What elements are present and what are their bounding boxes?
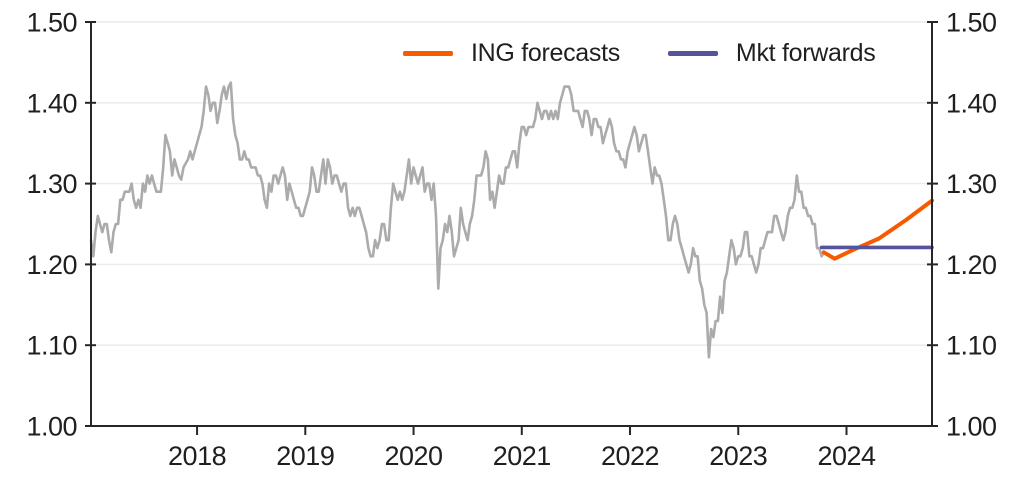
legend: ING forecasts Mkt forwards [403,38,876,68]
y-axis-label-left: 1.50 [26,7,77,37]
legend-item-mkt-forwards: Mkt forwards [667,38,876,68]
x-axis-label: 2020 [385,441,443,471]
y-axis-label-right: 1.40 [946,88,997,118]
history-line [89,81,826,359]
x-axis-label: 2018 [168,441,226,471]
y-axis-label-left: 1.30 [26,169,77,199]
y-axis-label-right: 1.10 [946,331,997,361]
x-axis-label: 2024 [817,441,876,471]
x-axis-label: 2019 [276,441,334,471]
legend-item-ing-forecasts: ING forecasts [403,39,620,68]
y-axis-label-right: 1.20 [946,250,997,280]
y-axis-label-right: 1.50 [946,7,997,37]
mkt-forwards-line-swatch [667,50,718,56]
y-axis-label-left: 1.40 [26,88,77,118]
legend-label-ing-forecasts: ING forecasts [471,38,620,67]
x-axis-label: 2022 [601,441,659,471]
y-axis-label-left: 1.20 [26,250,77,280]
y-axis-label-right: 1.30 [946,169,997,199]
y-axis-label-left: 1.00 [26,411,77,441]
y-axis-label-left: 1.10 [26,331,77,361]
x-axis-label: 2021 [493,441,551,471]
ing-forecast-line [821,198,934,261]
x-axis-label: 2023 [709,441,767,471]
legend-label-mkt-forwards: Mkt forwards [735,38,876,67]
y-axis-label-right: 1.00 [946,411,997,441]
ing-forecast-line-swatch [403,50,453,56]
